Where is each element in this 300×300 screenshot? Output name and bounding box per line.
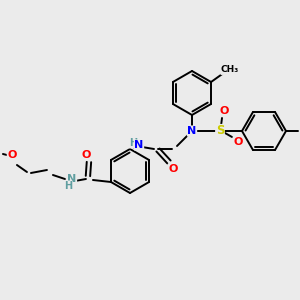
Text: N: N	[67, 174, 76, 184]
Text: O: O	[7, 150, 16, 160]
Text: CH₃: CH₃	[221, 65, 239, 74]
Text: N: N	[134, 140, 144, 150]
Text: O: O	[233, 137, 243, 147]
Text: CH₃: CH₃	[0, 145, 1, 154]
Text: N: N	[188, 126, 196, 136]
Text: H: H	[129, 138, 137, 148]
Text: H: H	[64, 181, 72, 191]
Text: O: O	[81, 150, 91, 160]
Text: O: O	[219, 106, 229, 116]
Text: O: O	[168, 164, 178, 174]
Text: S: S	[216, 124, 224, 137]
